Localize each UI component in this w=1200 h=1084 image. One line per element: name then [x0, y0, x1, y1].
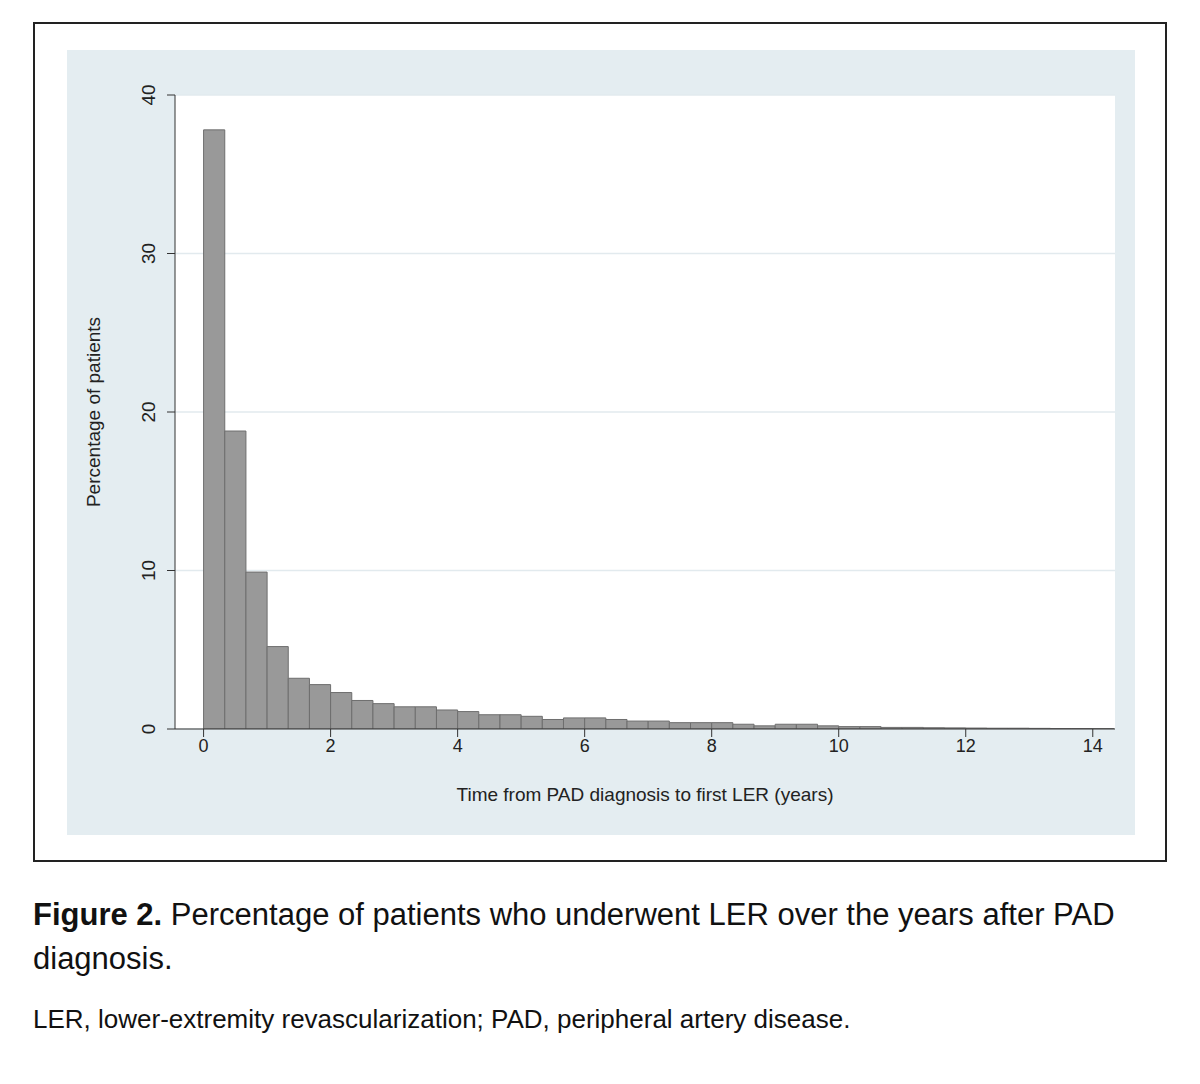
svg-text:10: 10	[829, 736, 849, 756]
svg-text:40: 40	[138, 84, 159, 105]
svg-text:6: 6	[580, 736, 590, 756]
svg-text:Time from PAD diagnosis to fir: Time from PAD diagnosis to first LER (ye…	[457, 784, 834, 805]
svg-text:12: 12	[956, 736, 976, 756]
svg-text:0: 0	[138, 724, 159, 735]
svg-text:8: 8	[707, 736, 717, 756]
svg-text:30: 30	[138, 243, 159, 264]
svg-text:4: 4	[453, 736, 463, 756]
svg-text:14: 14	[1083, 736, 1103, 756]
svg-text:Percentage of patients: Percentage of patients	[83, 317, 104, 507]
svg-text:20: 20	[138, 401, 159, 422]
html-text:LER, lower-extremity revascula: LER, lower-extremity revascularization; …	[33, 1004, 851, 1034]
html-text:Figure 2. Percentage of patien: Figure 2. Percentage of patients who und…	[33, 897, 1115, 976]
svg-text:10: 10	[138, 560, 159, 581]
svg-text:2: 2	[326, 736, 336, 756]
svg-text:0: 0	[199, 736, 209, 756]
